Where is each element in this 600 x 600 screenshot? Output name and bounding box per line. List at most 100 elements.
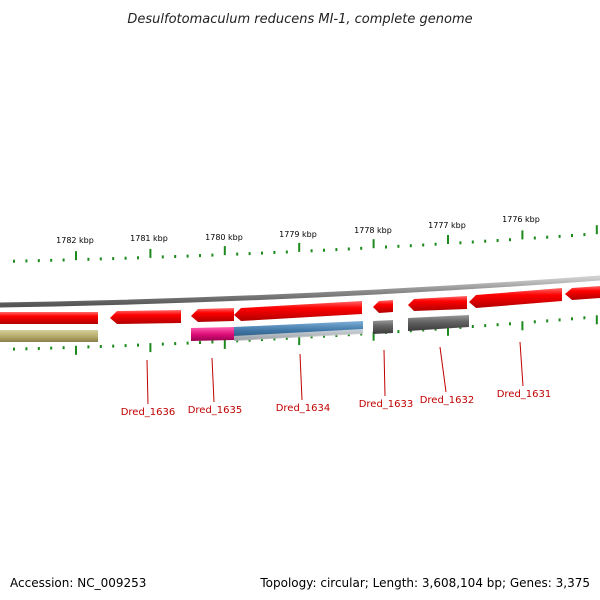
tick-label-1776: 1776 kbp bbox=[502, 215, 540, 224]
callout-line bbox=[383, 349, 386, 397]
tick-minor bbox=[323, 248, 325, 252]
genome-backbone bbox=[0, 275, 600, 308]
tick-minor bbox=[62, 346, 65, 350]
tick-minor bbox=[484, 239, 487, 243]
tick-minor bbox=[13, 347, 15, 351]
tick-minor bbox=[273, 251, 276, 254]
tick-major bbox=[149, 248, 152, 258]
tick-minor bbox=[137, 343, 139, 347]
tick-minor bbox=[174, 342, 177, 346]
gene-label-dred-1633[interactable]: Dred_1633 bbox=[359, 399, 414, 410]
callout-line bbox=[519, 341, 524, 387]
tick-ring-upper bbox=[13, 225, 598, 263]
tick-minor bbox=[533, 320, 536, 324]
tick-minor bbox=[533, 236, 536, 240]
tick-minor bbox=[248, 252, 251, 256]
tick-major bbox=[75, 345, 77, 355]
tick-minor bbox=[571, 234, 573, 237]
tick-labels: 1782 kbp 1781 kbp 1780 kbp 1779 kbp 1778… bbox=[56, 215, 540, 245]
tick-minor bbox=[124, 344, 127, 348]
tick-minor bbox=[62, 258, 65, 262]
tick-minor bbox=[509, 322, 511, 326]
tick-minor bbox=[25, 259, 28, 263]
gene-arrow[interactable] bbox=[0, 312, 98, 324]
tick-major bbox=[372, 239, 375, 249]
tick-minor bbox=[484, 324, 487, 328]
tick-minor bbox=[87, 257, 90, 261]
accession-label: Accession: NC_009253 bbox=[10, 576, 147, 590]
tick-minor bbox=[509, 238, 511, 242]
tick-minor bbox=[335, 334, 338, 337]
tick-major bbox=[223, 339, 226, 349]
gene-arrow-dred-1632[interactable] bbox=[408, 296, 467, 311]
tick-label-1781: 1781 kbp bbox=[130, 234, 168, 243]
feature-gray bbox=[373, 320, 393, 334]
callout-line bbox=[299, 353, 303, 401]
tick-minor bbox=[496, 323, 499, 327]
tick-minor bbox=[496, 239, 499, 242]
gene-label-dred-1636[interactable]: Dred_1636 bbox=[121, 407, 176, 418]
tick-minor bbox=[50, 258, 53, 262]
tick-minor bbox=[236, 252, 239, 256]
tick-major bbox=[75, 251, 77, 261]
tick-label-1779: 1779 kbp bbox=[279, 230, 317, 239]
tick-major bbox=[223, 246, 226, 256]
tick-minor bbox=[186, 254, 189, 258]
tick-minor bbox=[124, 256, 127, 260]
gene-label-dred-1631[interactable]: Dred_1631 bbox=[497, 389, 552, 400]
tick-major bbox=[521, 321, 524, 331]
tick-minor bbox=[347, 247, 350, 251]
tick-minor bbox=[434, 327, 437, 331]
gene-arrow[interactable] bbox=[565, 286, 600, 300]
tick-minor bbox=[186, 341, 189, 345]
tick-minor bbox=[199, 341, 201, 344]
tick-major bbox=[595, 315, 598, 325]
tick-label-1782: 1782 kbp bbox=[56, 236, 94, 245]
tick-minor bbox=[37, 259, 40, 263]
tick-minor bbox=[571, 317, 573, 321]
tick-minor bbox=[25, 347, 28, 351]
callout-line bbox=[439, 346, 447, 393]
tick-minor bbox=[422, 243, 425, 247]
gene-arrow-dred-1636[interactable] bbox=[110, 310, 181, 324]
gene-label-dred-1635[interactable]: Dred_1635 bbox=[188, 405, 243, 416]
tick-label-1777: 1777 kbp bbox=[428, 221, 466, 230]
tick-minor bbox=[558, 234, 561, 238]
gene-arrow-dred-1635[interactable] bbox=[191, 308, 234, 322]
gene-labels: Dred_1636 Dred_1635 Dred_1634 Dred_1633 … bbox=[121, 389, 552, 418]
tick-minor bbox=[37, 347, 40, 350]
tick-minor bbox=[558, 318, 561, 322]
tick-minor bbox=[459, 241, 462, 245]
tick-minor bbox=[546, 235, 549, 239]
tick-major bbox=[149, 343, 152, 353]
gene-arrow-dred-1631[interactable] bbox=[469, 288, 562, 308]
feature-magenta bbox=[191, 327, 234, 341]
gene-callouts bbox=[146, 341, 524, 405]
tick-label-1778: 1778 kbp bbox=[354, 226, 392, 235]
gene-arrow-dred-1634[interactable] bbox=[234, 301, 362, 321]
tick-minor bbox=[397, 330, 400, 334]
tick-minor bbox=[13, 259, 15, 263]
tick-minor bbox=[546, 319, 549, 323]
tick-minor bbox=[285, 250, 288, 254]
tick-major bbox=[595, 225, 598, 235]
tick-minor bbox=[273, 337, 276, 341]
feature-gray bbox=[408, 315, 469, 331]
tick-minor bbox=[409, 244, 412, 248]
tick-major bbox=[447, 326, 449, 336]
map-title: Desulfotomaculum reducens MI-1, complete… bbox=[127, 12, 472, 27]
gene-label-dred-1634[interactable]: Dred_1634 bbox=[276, 403, 331, 414]
tick-minor bbox=[199, 254, 201, 258]
tick-major bbox=[521, 230, 524, 240]
tick-minor bbox=[50, 346, 53, 350]
tick-minor bbox=[323, 334, 325, 338]
gene-arrow-dred-1633[interactable] bbox=[373, 300, 393, 313]
tick-minor bbox=[471, 325, 474, 328]
gene-label-dred-1632[interactable]: Dred_1632 bbox=[420, 395, 475, 406]
gene-track-outer bbox=[0, 286, 600, 324]
tick-minor bbox=[360, 246, 363, 250]
tick-minor bbox=[211, 253, 214, 257]
tick-minor bbox=[261, 338, 263, 342]
callout-line bbox=[146, 359, 149, 405]
